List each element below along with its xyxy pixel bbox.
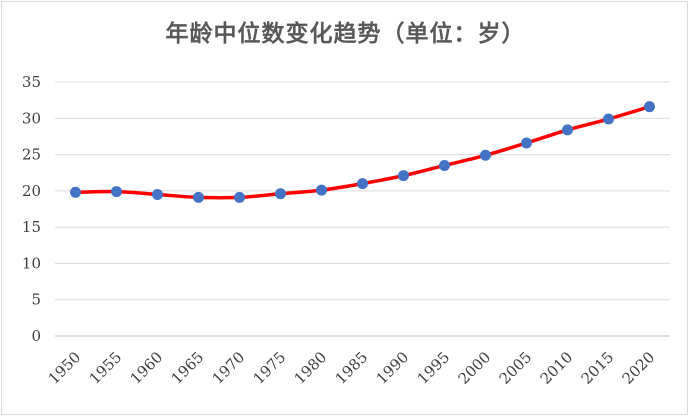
x-tick-label: 1985	[332, 348, 372, 388]
data-point	[357, 178, 368, 190]
x-tick-label: 1955	[86, 348, 126, 388]
y-tick-label: 5	[31, 291, 41, 309]
x-tick-label: 1960	[127, 348, 167, 388]
x-tick-label: 1970	[209, 348, 249, 388]
data-point	[603, 113, 614, 125]
x-tick-label: 1990	[373, 348, 413, 388]
x-tick-label: 2010	[537, 348, 577, 388]
y-tick-label: 15	[22, 218, 41, 236]
chart-title: 年龄中位数变化趋势（单位：岁）	[165, 21, 526, 47]
y-tick-label: 25	[22, 146, 41, 164]
series-layer	[70, 101, 655, 203]
x-tick-label: 1965	[168, 348, 208, 388]
y-tick-label: 0	[31, 327, 41, 345]
y-axis-ticks: 0 5 10 15 20 25 30 35	[22, 73, 41, 345]
y-tick-label: 20	[22, 182, 41, 200]
y-tick-label: 35	[22, 73, 41, 91]
data-point	[152, 188, 163, 200]
x-tick-label: 2020	[619, 348, 659, 388]
x-tick-label: 1975	[250, 348, 290, 388]
x-tick-label: 2000	[455, 348, 495, 388]
data-point	[480, 149, 491, 161]
x-tick-label: 2005	[496, 348, 536, 388]
data-point	[398, 170, 409, 182]
data-point	[275, 188, 286, 200]
data-point	[439, 159, 450, 171]
data-point	[316, 184, 327, 196]
data-point	[193, 191, 204, 203]
y-tick-label: 10	[22, 254, 41, 272]
data-point	[234, 191, 245, 203]
x-tick-label: 1950	[45, 348, 85, 388]
x-tick-label: 1995	[414, 348, 454, 388]
gridlines	[55, 81, 670, 337]
x-tick-label: 2015	[578, 348, 618, 388]
x-axis-ticks: 1950 1955 1960 1965 1970 1975 1980 1985 1990 1995…	[45, 348, 659, 388]
data-point	[562, 124, 573, 136]
data-point	[70, 186, 81, 198]
x-tick-label: 1980	[291, 348, 331, 388]
data-point	[644, 101, 655, 113]
y-tick-label: 30	[22, 109, 41, 127]
data-point	[111, 186, 122, 198]
data-point	[521, 137, 532, 149]
